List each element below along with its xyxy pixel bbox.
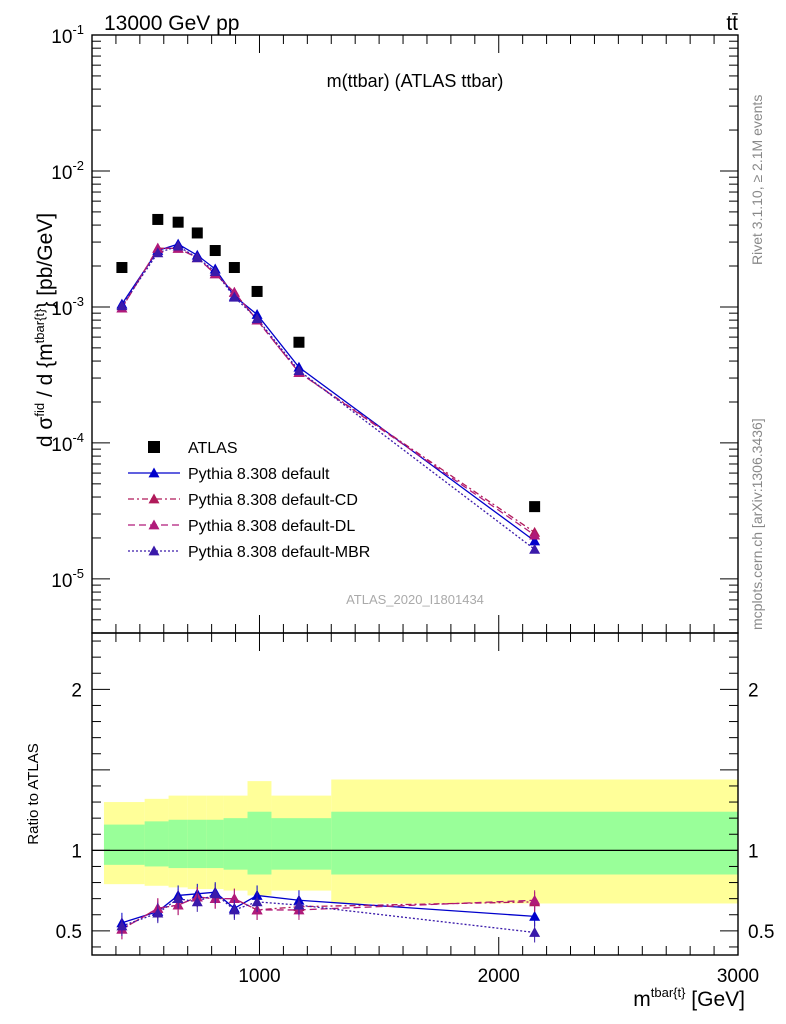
legend-label-mbr: Pythia 8.308 default-MBR — [188, 544, 370, 561]
lower-panel: 1000 2000 3000 0.5 0.5 1 1 2 2 Ratio to ATLAS mt… — [25, 632, 774, 1011]
upper-point-mbr — [152, 247, 164, 258]
upper-y-tick-label: 10-1 — [51, 22, 84, 48]
upper-point-data — [191, 227, 203, 239]
legend: ATLAS Pythia 8.308 default Pythia 8.308 de… — [128, 440, 370, 561]
upper-y-tick-label: 10-4 — [51, 430, 84, 456]
ratio-band-inner — [144, 821, 169, 867]
lower-y-tick-label: 0.5 — [56, 922, 82, 943]
upper-panel: 10-1 10-2 10-3 10-4 10-5 m(ttbar) (ATLAS ttb… — [32, 22, 739, 634]
upper-point-mbr — [172, 240, 184, 251]
upper-point-data — [529, 501, 541, 513]
lower-x-tick-label: 3000 — [717, 966, 759, 987]
ratio-band-inner — [187, 819, 207, 869]
legend-label-cd: Pythia 8.308 default-CD — [188, 492, 358, 509]
lower-frame — [91, 632, 739, 956]
ratio-point-mbr — [191, 896, 203, 907]
upper-point-data — [209, 245, 221, 257]
ratio-point-dl — [228, 893, 240, 904]
ratio-point-dl — [529, 894, 541, 905]
ratio-point-mbr — [209, 888, 221, 899]
upper-point-mbr — [191, 252, 203, 263]
legend-marker-default — [148, 467, 160, 478]
ratio-band-inner — [331, 811, 738, 875]
upper-point-data — [228, 262, 240, 274]
lower-y-tick-label-right: 2 — [748, 680, 759, 701]
ratio-y-axis-label: Ratio to ATLAS — [25, 743, 42, 844]
upper-line-cd — [121, 247, 535, 533]
upper-y-tick-label: 10-5 — [51, 566, 84, 592]
upper-point-mbr — [228, 291, 240, 302]
ratio-band-inner — [223, 818, 248, 870]
legend-label-dl: Pythia 8.308 default-DL — [188, 518, 355, 535]
ratio-point-mbr — [116, 920, 128, 931]
upper-y-tick-label: 10-3 — [51, 294, 84, 320]
upper-point-mbr — [209, 266, 221, 276]
upper-y-tick-label: 10-2 — [51, 158, 84, 184]
ratio-point-mbr — [228, 904, 240, 915]
upper-y-axis-label: d σfid / d {mtbar{t}} [pb/GeV] — [32, 213, 57, 447]
upper-point-data — [116, 262, 128, 274]
ratio-band-inner — [271, 818, 332, 870]
energy-label: 13000 GeV pp — [104, 12, 239, 35]
legend-marker-mbr — [148, 545, 160, 556]
ratio-point-default — [529, 910, 541, 921]
ratio-band-inner — [247, 811, 272, 875]
upper-y-axis-label-text: d σfid / d {mtbar{t}} [pb/GeV] — [32, 213, 57, 447]
upper-point-data — [172, 216, 184, 228]
upper-point-mbr — [293, 365, 305, 376]
upper-point-mbr — [251, 313, 263, 324]
upper-point-data — [152, 213, 164, 225]
legend-label-data: ATLAS — [188, 440, 238, 457]
ratio-point-mbr — [172, 893, 184, 904]
upper-marks — [116, 213, 541, 554]
lower-x-tick-label: 2000 — [478, 966, 520, 987]
ratio-point-mbr — [293, 899, 305, 910]
ratio-band-inner — [168, 819, 188, 869]
x-axis-label: mtbar{t} [GeV] — [633, 985, 745, 1011]
upper-point-data — [251, 285, 263, 297]
upper-point-data — [293, 336, 305, 348]
upper-point-mbr — [116, 300, 128, 311]
ratio-point-mbr — [152, 907, 164, 918]
upper-ticks: 10-1 10-2 10-3 10-4 10-5 — [51, 22, 739, 634]
mcplots-label: mcplots.cern.ch [arXiv:1306.3436] — [749, 418, 765, 630]
upper-point-mbr — [529, 543, 541, 554]
ratio-point-mbr — [529, 926, 541, 937]
lower-x-tick-label: 1000 — [238, 966, 280, 987]
lower-y-tick-label-right: 0.5 — [748, 922, 774, 943]
lower-y-tick-label: 1 — [71, 841, 82, 862]
plot-title: m(ttbar) (ATLAS ttbar) — [327, 71, 504, 91]
lower-y-tick-label: 2 — [71, 680, 82, 701]
legend-marker-dl — [148, 519, 160, 530]
lower-y-tick-label-right: 1 — [748, 841, 759, 862]
upper-point-dl — [529, 529, 541, 540]
legend-marker-data — [148, 441, 160, 453]
ratio-band-inner — [206, 819, 224, 869]
lower-ticks: 1000 2000 3000 0.5 0.5 1 1 2 2 — [56, 633, 774, 987]
upper-point-default — [529, 535, 541, 546]
rivet-label: Rivet 3.1.10, ≥ 2.1M events — [749, 95, 765, 265]
process-label: tt̄ — [726, 12, 738, 35]
legend-label-default: Pythia 8.308 default — [188, 466, 330, 483]
lower-marks — [92, 779, 738, 943]
legend-marker-cd — [148, 493, 160, 504]
ratio-point-mbr — [251, 896, 263, 907]
ratio-band-inner — [103, 824, 145, 865]
analysis-id: ATLAS_2020_I1801434 — [346, 592, 484, 607]
